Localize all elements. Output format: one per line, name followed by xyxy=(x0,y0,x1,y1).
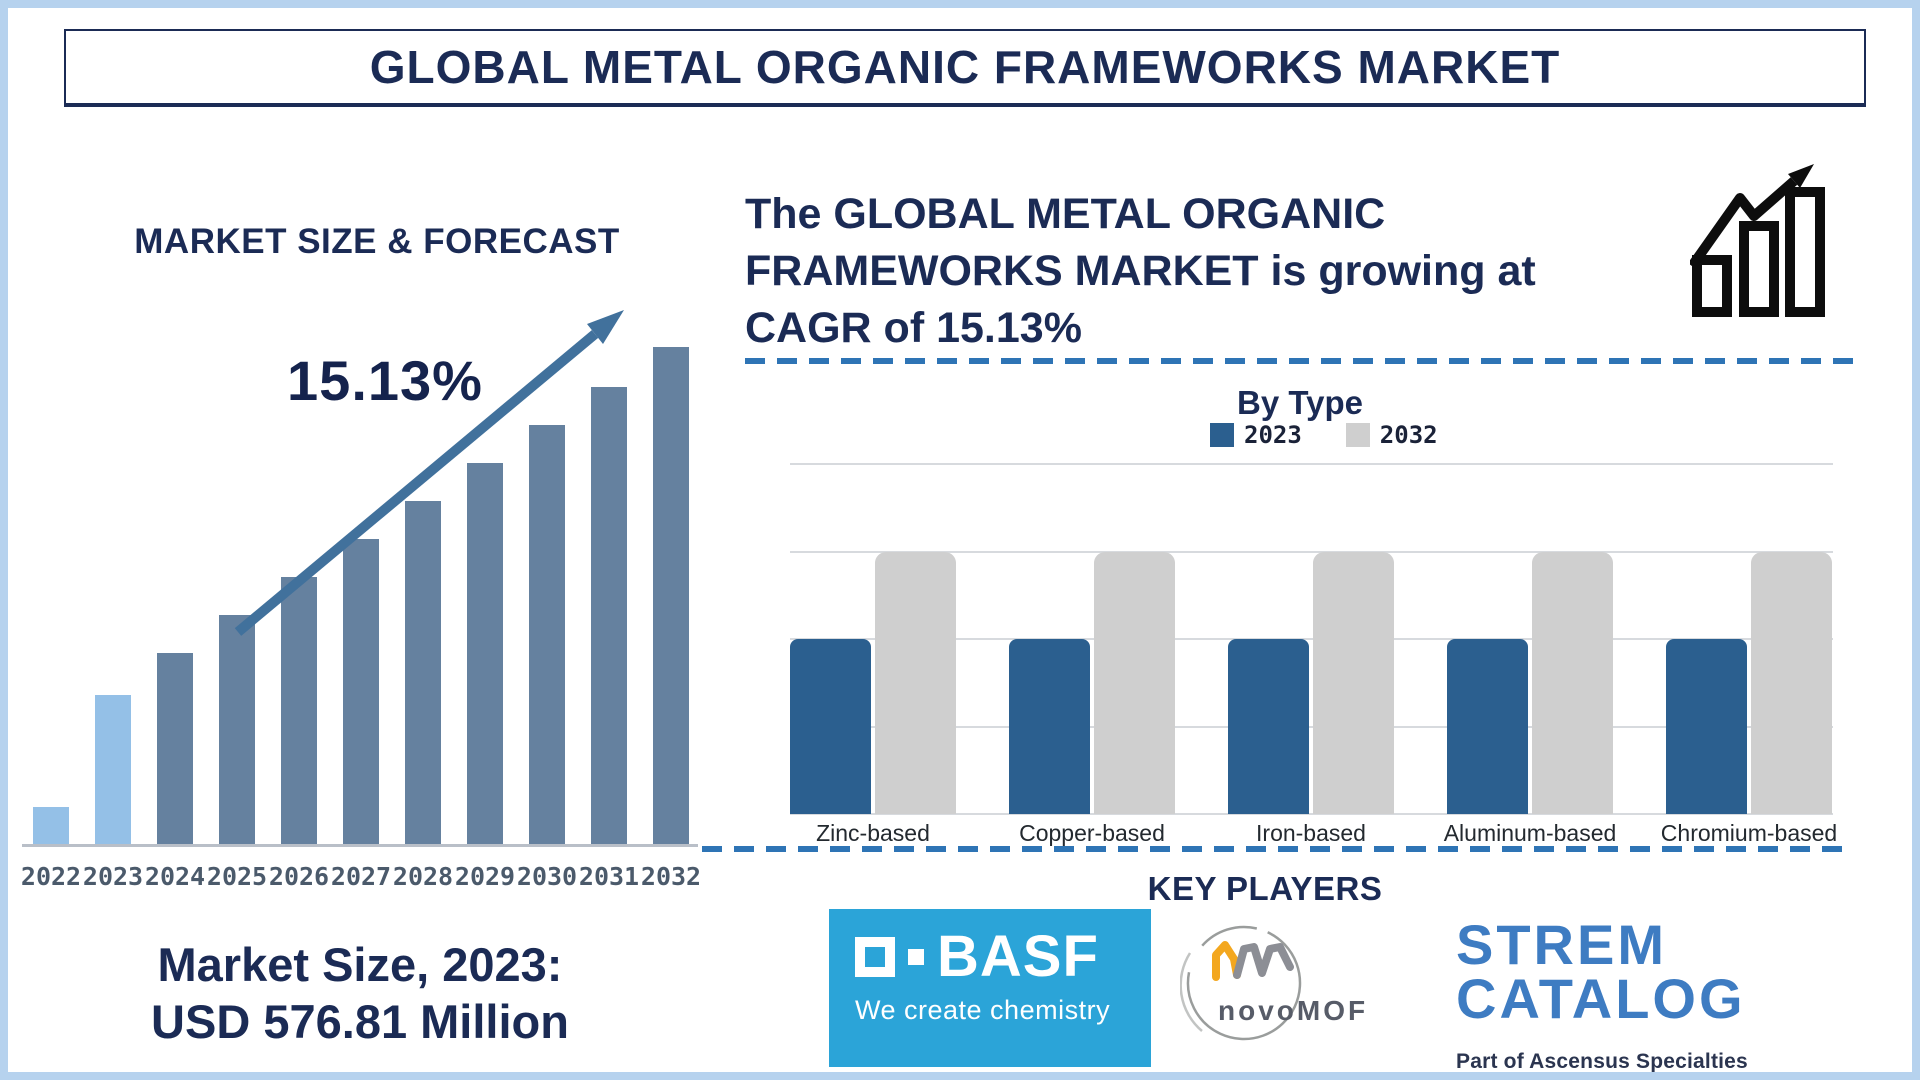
trend-arrow-icon xyxy=(234,310,624,636)
cagr-value-label: 15.13% xyxy=(287,349,483,412)
basf-outline-square-icon xyxy=(855,937,895,977)
year-label-2026: 2026 xyxy=(268,862,330,891)
dashed-divider-top xyxy=(745,358,1853,364)
gridline-1 xyxy=(790,725,1833,728)
gridline-3 xyxy=(790,550,1833,553)
novomof-mark-icon xyxy=(1180,925,1302,1041)
by-type-category-labels: Zinc-based Copper-based Iron-based Aluminum… xyxy=(790,820,1837,850)
basf-logo: BASF We create chemistry xyxy=(829,909,1151,1067)
year-label-2024: 2024 xyxy=(144,862,206,891)
bar-2032-Chromium-based xyxy=(1751,551,1832,814)
bar-2032-Zinc-based xyxy=(875,551,956,814)
basf-solid-square-icon xyxy=(908,949,924,965)
by-type-title: By Type xyxy=(1237,384,1363,421)
year-label-2022: 2022 xyxy=(20,862,82,891)
gridline-0 xyxy=(790,813,1833,815)
year-label-2030: 2030 xyxy=(516,862,578,891)
gridline-4 xyxy=(790,463,1833,465)
left-chart-years: 2022 2023 2024 2025 2026 2027 2028 2029 2030 2031… xyxy=(20,862,702,891)
year-label-2025: 2025 xyxy=(206,862,268,891)
basf-tagline: We create chemistry xyxy=(855,995,1111,1025)
legend-label-2032: 2032 xyxy=(1379,421,1438,449)
growth-headline: The GLOBAL METAL ORGANIC FRAMEWORKS MARK… xyxy=(745,186,1705,357)
bar-2032-Aluminum-based xyxy=(1532,551,1613,814)
legend-label-2023: 2023 xyxy=(1244,421,1302,449)
strem-catalog-logo: STREM CATALOG Part of Ascensus Specialti… xyxy=(1456,913,1796,1080)
by-type-legend: 2023 2032 xyxy=(1210,421,1438,449)
key-players-title: KEY PLAYERS xyxy=(1147,870,1383,907)
year-label-2029: 2029 xyxy=(454,862,516,891)
bar-group-Iron-based xyxy=(1228,464,1394,814)
bar-2023-Iron-based xyxy=(1228,639,1309,814)
headline-line2: FRAMEWORKS MARKET is growing at xyxy=(745,247,1536,295)
legend-swatch-2032 xyxy=(1345,423,1370,447)
market-size-footer-line2: USD 576.81 Million xyxy=(151,995,569,1048)
left-bar-2022 xyxy=(33,807,69,845)
headline-line3: CAGR of 15.13% xyxy=(745,304,1082,352)
category-label-Chromium-based: Chromium-based xyxy=(1660,820,1838,846)
left-bar-2032 xyxy=(653,347,689,845)
strem-line2: CATALOG xyxy=(1456,967,1746,1030)
basf-wordmark-row: BASF xyxy=(829,909,1151,989)
market-size-footer-line1: Market Size, 2023: xyxy=(157,938,563,991)
left-bar-2030 xyxy=(529,425,565,845)
bar-2023-Zinc-based xyxy=(790,639,871,814)
basf-wordmark: BASF xyxy=(937,924,1099,989)
bar-2032-Iron-based xyxy=(1313,551,1394,814)
category-label-Zinc-based: Zinc-based xyxy=(816,820,930,846)
category-label-Copper-based: Copper-based xyxy=(1019,820,1165,846)
by-type-plot xyxy=(790,463,1833,815)
category-label-Iron-based: Iron-based xyxy=(1256,820,1366,846)
growth-chart-icon xyxy=(1690,164,1825,317)
strem-tagline: Part of Ascensus Specialties xyxy=(1456,1050,1748,1073)
year-label-2028: 2028 xyxy=(392,862,454,891)
legend-swatch-2023 xyxy=(1210,423,1234,447)
novomof-logo: novoMOF xyxy=(1180,913,1395,1063)
left-chart-bars xyxy=(33,347,689,845)
bar-group-Chromium-based xyxy=(1666,464,1832,814)
market-size-forecast-heading: MARKET SIZE & FORECAST xyxy=(134,222,620,261)
novomof-wordmark: novoMOF xyxy=(1218,995,1369,1026)
year-label-2027: 2027 xyxy=(330,862,392,891)
left-bar-2031 xyxy=(591,387,627,845)
bar-2023-Chromium-based xyxy=(1666,639,1747,814)
strem-line1: STREM xyxy=(1456,913,1667,976)
year-label-2023: 2023 xyxy=(82,862,144,891)
bar-group-Zinc-based xyxy=(790,464,956,814)
left-bar-2027 xyxy=(343,539,379,845)
bar-2023-Copper-based xyxy=(1009,639,1090,814)
bar-group-Aluminum-based xyxy=(1447,464,1613,814)
market-size-footer: Market Size, 2023: USD 576.81 Million xyxy=(40,936,680,1050)
bar-2032-Copper-based xyxy=(1094,551,1175,814)
left-chart-axis xyxy=(22,844,698,847)
left-bar-2028 xyxy=(405,501,441,845)
title-box: GLOBAL METAL ORGANIC FRAMEWORKS MARKET xyxy=(64,29,1866,107)
year-label-2032: 2032 xyxy=(640,862,702,891)
gridline-2 xyxy=(790,638,1833,640)
left-bar-2029 xyxy=(467,463,503,845)
left-bar-2025 xyxy=(219,615,255,845)
left-bar-2023 xyxy=(95,695,131,845)
bar-group-Copper-based xyxy=(1009,464,1175,814)
page-title: GLOBAL METAL ORGANIC FRAMEWORKS MARKET xyxy=(369,41,1561,93)
bar-2023-Aluminum-based xyxy=(1447,639,1528,814)
headline-line1: The GLOBAL METAL ORGANIC xyxy=(745,190,1386,238)
year-label-2031: 2031 xyxy=(578,862,640,891)
left-bar-2026 xyxy=(281,577,317,845)
left-bar-2024 xyxy=(157,653,193,845)
dashed-divider-bottom xyxy=(702,846,1853,852)
category-label-Aluminum-based: Aluminum-based xyxy=(1443,820,1617,846)
